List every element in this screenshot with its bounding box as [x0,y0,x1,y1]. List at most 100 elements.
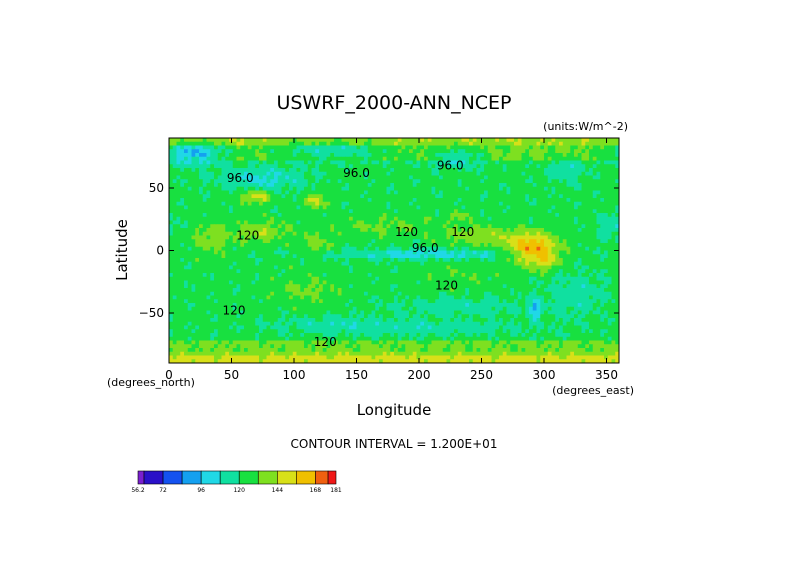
contour-cell [247,288,252,293]
contour-cell [562,209,567,214]
contour-cell [532,168,537,173]
contour-cell [431,243,436,248]
contour-cell [465,198,470,203]
contour-cell [544,276,549,281]
contour-cell [371,239,376,244]
contour-cell [600,254,605,259]
contour-cell [364,276,369,281]
contour-cell [476,160,481,165]
contour-cell [379,231,384,236]
contour-cell [214,254,219,259]
contour-cell [274,156,279,161]
contour-cell [169,261,174,266]
contour-cell [566,235,571,240]
contour-cell [409,194,414,199]
contour-cell [214,235,219,240]
contour-cell [322,224,327,229]
contour-cell [262,273,267,278]
contour-cell [244,205,249,210]
contour-cell [229,284,234,289]
contour-cell [195,190,200,195]
contour-cell [330,183,335,188]
contour-cell [292,209,297,214]
contour-cell [480,235,485,240]
contour-cell [330,280,335,285]
contour-cell [371,258,376,263]
contour-cell [465,138,470,143]
contour-cell [562,220,567,225]
contour-cell [536,276,541,281]
contour-cell [525,145,530,150]
contour-cell [495,288,500,293]
contour-cell [330,190,335,195]
contour-cell [420,269,425,274]
contour-cell [390,228,395,233]
contour-cell [210,273,215,278]
contour-cell [176,250,181,255]
contour-cell [180,250,185,255]
contour-cell [255,269,260,274]
contour-cell [259,153,264,158]
contour-cell [476,164,481,169]
contour-cell [480,276,485,281]
contour-cell [577,254,582,259]
contour-cell [330,261,335,266]
contour-cell [367,171,372,176]
contour-cell [345,265,350,270]
contour-cell [251,224,256,229]
contour-cell [206,258,211,263]
contour-cell [521,194,526,199]
contour-cell [506,194,511,199]
contour-cell [322,171,327,176]
contour-cell [281,280,286,285]
contour-cell [217,265,222,270]
contour-cell [559,164,564,169]
contour-cell [544,258,549,263]
contour-cell [210,153,215,158]
contour-cell [225,141,230,146]
contour-cell [439,265,444,270]
contour-cell [206,224,211,229]
contour-cell [326,145,331,150]
contour-cell [529,288,534,293]
contour-cell [611,273,616,278]
contour-cell [202,179,207,184]
contour-cell [521,171,526,176]
contour-cell [450,280,455,285]
contour-cell [187,235,192,240]
contour-cell [187,171,192,176]
contour-cell [499,201,504,206]
contour-cell [397,205,402,210]
contour-cell [322,246,327,251]
contour-cell [514,228,519,233]
contour-cell [266,171,271,176]
contour-cell [521,145,526,150]
contour-cell [484,171,489,176]
contour-cell [191,276,196,281]
contour-cell [337,138,342,143]
contour-cell [319,175,324,180]
contour-cell [352,145,357,150]
contour-cell [300,209,305,214]
contour-cell [195,138,200,143]
contour-cell [349,265,354,270]
contour-cell [206,179,211,184]
contour-cell [589,269,594,274]
contour-cell [465,261,470,266]
contour-cell [360,168,365,173]
contour-cell [356,273,361,278]
contour-cell [491,183,496,188]
contour-cell [206,175,211,180]
contour-cell [510,160,515,165]
contour-cell [454,160,459,165]
contour-cell [266,186,271,191]
contour-cell [536,209,541,214]
contour-cell [540,164,545,169]
contour-cell [615,194,619,199]
contour-cell [510,141,515,146]
contour-cell [322,186,327,191]
contour-cell [555,183,560,188]
contour-cell [229,265,234,270]
contour-cell [382,186,387,191]
contour-cell [566,288,571,293]
